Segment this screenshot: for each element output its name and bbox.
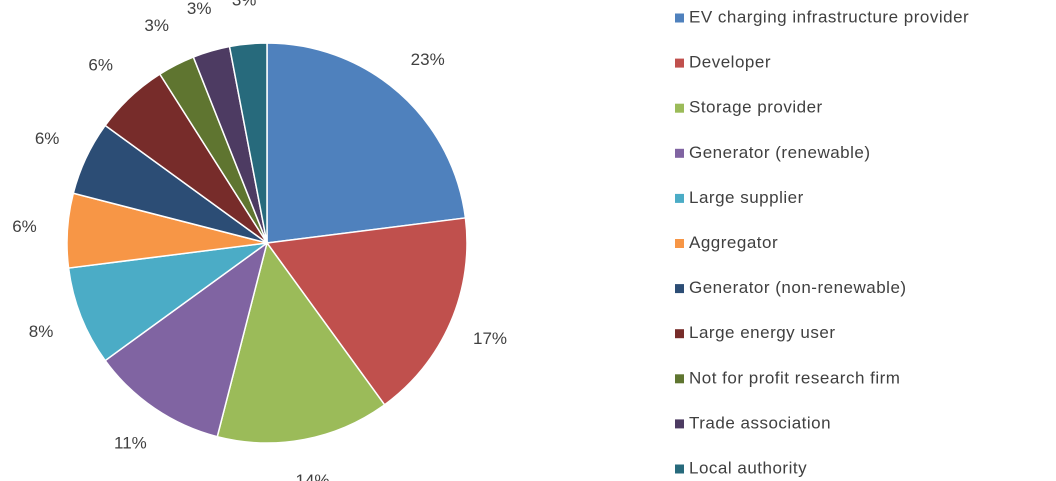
data-label: 17% — [473, 329, 507, 348]
legend-swatch — [675, 239, 684, 248]
legend-label: Trade association — [689, 413, 831, 432]
legend-label: Generator (non-renewable) — [689, 278, 907, 297]
legend-label: Local authority — [689, 458, 807, 477]
data-label: 6% — [35, 129, 60, 148]
legend-label: Developer — [689, 53, 771, 72]
legend-label: Storage provider — [689, 98, 823, 117]
legend-swatch — [675, 103, 684, 113]
legend-label: Aggregator — [689, 233, 778, 252]
legend-label: Generator (renewable) — [689, 143, 871, 162]
pie-slice — [104, 241, 269, 438]
data-label: 8% — [29, 322, 54, 341]
data-label: 6% — [12, 217, 37, 236]
legend-swatch — [675, 419, 684, 429]
legend-label: Large supplier — [689, 188, 804, 207]
legend-swatch — [675, 193, 684, 203]
legend-label: Large energy user — [689, 323, 835, 342]
pie-slice — [216, 241, 386, 444]
pie-slice — [266, 42, 467, 244]
data-label: 3% — [144, 16, 169, 35]
data-label: 3% — [187, 0, 212, 18]
pie-slice — [228, 42, 268, 244]
legend-label: Not for profit research firm — [689, 368, 900, 387]
data-label: 23% — [411, 50, 445, 69]
legend-label: EV charging infrastructure provider — [689, 7, 969, 26]
legend-swatch — [675, 284, 684, 294]
data-label: 6% — [88, 55, 113, 74]
legend-swatch — [675, 58, 684, 68]
legend-swatch — [675, 329, 684, 339]
legend-swatch — [675, 13, 684, 23]
data-label: 14% — [296, 471, 330, 481]
pie-slice — [265, 217, 468, 406]
data-label: 11% — [114, 433, 147, 452]
data-label: 3% — [232, 0, 257, 10]
legend-swatch — [675, 148, 684, 158]
pie-slice — [67, 242, 268, 362]
legend-swatch — [675, 374, 684, 384]
legend-swatch — [675, 464, 684, 474]
